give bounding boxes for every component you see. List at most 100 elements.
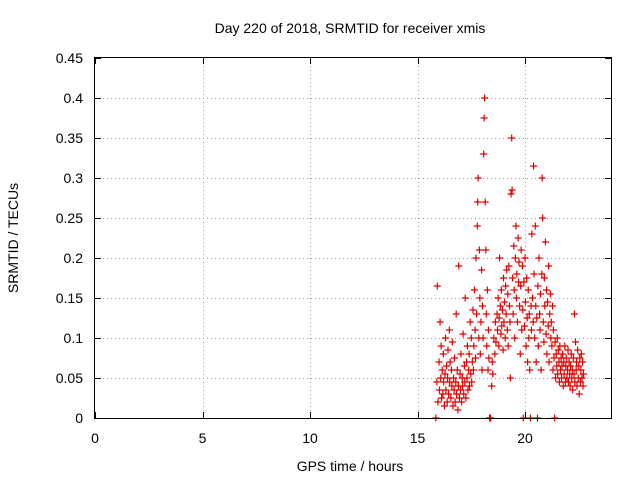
data-point xyxy=(532,358,540,366)
data-point xyxy=(465,350,473,358)
data-point xyxy=(460,362,468,370)
data-point xyxy=(576,378,584,386)
grid-lines xyxy=(95,58,611,418)
data-point xyxy=(531,222,539,230)
data-point xyxy=(446,378,454,386)
data-point xyxy=(541,238,549,246)
data-point xyxy=(493,326,501,334)
data-point xyxy=(484,326,492,334)
data-point xyxy=(437,342,445,350)
data-point xyxy=(506,302,514,310)
data-point xyxy=(448,382,456,390)
data-point xyxy=(484,366,492,374)
data-point xyxy=(443,362,451,370)
data-point xyxy=(470,342,478,350)
data-point xyxy=(441,334,449,342)
data-point xyxy=(485,354,493,362)
data-point xyxy=(476,350,484,358)
data-point xyxy=(530,162,538,170)
data-point xyxy=(549,302,557,310)
data-point xyxy=(491,350,499,358)
y-tick-label: 0 xyxy=(75,410,83,426)
data-point xyxy=(522,342,530,350)
data-point xyxy=(449,402,457,410)
y-tick-label: 0.2 xyxy=(64,250,84,266)
data-point xyxy=(463,374,471,382)
data-point xyxy=(453,366,461,374)
data-point xyxy=(452,378,460,386)
data-point xyxy=(440,402,448,410)
data-point xyxy=(498,306,506,314)
data-point xyxy=(538,174,546,182)
data-point xyxy=(517,246,525,254)
data-point xyxy=(459,382,467,390)
data-point xyxy=(468,358,476,366)
x-axis-label: GPS time / hours xyxy=(297,458,404,474)
data-point xyxy=(433,282,441,290)
data-point xyxy=(567,350,575,358)
data-point xyxy=(494,294,502,302)
data-point xyxy=(534,282,542,290)
data-point xyxy=(478,266,486,274)
data-point xyxy=(569,354,577,362)
data-point xyxy=(550,354,558,362)
data-point xyxy=(461,378,469,386)
data-point xyxy=(488,358,496,366)
data-point xyxy=(536,310,544,318)
data-point xyxy=(535,254,543,262)
data-point xyxy=(567,362,575,370)
data-point xyxy=(554,370,562,378)
data-point xyxy=(545,262,553,270)
data-point xyxy=(476,294,484,302)
data-point xyxy=(579,382,587,390)
data-point xyxy=(450,386,458,394)
data-point xyxy=(545,358,553,366)
data-point xyxy=(549,366,557,374)
data-point xyxy=(513,270,521,278)
data-point xyxy=(461,294,469,302)
x-tick-label: 5 xyxy=(199,430,207,446)
data-point xyxy=(481,198,489,206)
data-point xyxy=(453,390,461,398)
y-tick-label: 0.25 xyxy=(56,210,83,226)
data-point xyxy=(541,302,549,310)
data-point xyxy=(562,354,570,362)
data-point xyxy=(561,342,569,350)
data-point xyxy=(573,382,581,390)
data-point xyxy=(501,334,509,342)
data-point xyxy=(512,222,520,230)
data-point xyxy=(438,366,446,374)
data-point xyxy=(577,350,585,358)
data-point xyxy=(480,150,488,158)
data-point xyxy=(564,346,572,354)
data-point xyxy=(521,322,529,330)
data-point xyxy=(579,358,587,366)
data-point xyxy=(489,370,497,378)
data-point xyxy=(506,374,514,382)
data-point xyxy=(458,398,466,406)
plot-frame xyxy=(94,57,612,419)
data-point xyxy=(481,94,489,102)
data-point xyxy=(569,386,577,394)
data-point xyxy=(521,298,529,306)
data-point xyxy=(450,354,458,362)
data-point xyxy=(536,326,544,334)
y-tick-label: 0.15 xyxy=(56,290,83,306)
data-point xyxy=(460,390,468,398)
data-point xyxy=(514,234,522,242)
x-tick-label: 10 xyxy=(302,430,318,446)
data-point xyxy=(544,298,552,306)
data-point xyxy=(479,334,487,342)
data-point xyxy=(501,298,509,306)
data-point xyxy=(523,274,531,282)
data-point xyxy=(510,286,518,294)
data-point xyxy=(548,342,556,350)
data-point xyxy=(559,382,567,390)
data-point xyxy=(455,394,463,402)
data-point xyxy=(434,398,442,406)
data-point xyxy=(529,318,537,326)
data-point xyxy=(575,362,583,370)
data-point xyxy=(495,342,503,350)
data-point xyxy=(512,294,520,302)
data-point xyxy=(506,318,514,326)
